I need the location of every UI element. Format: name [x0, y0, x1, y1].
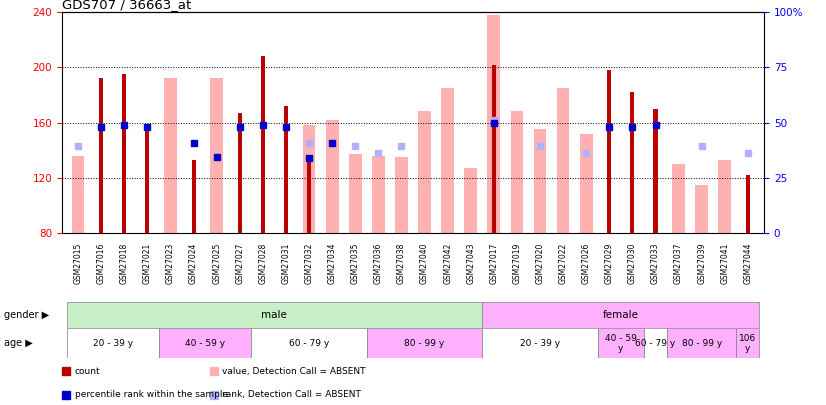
Text: rank, Detection Call = ABSENT: rank, Detection Call = ABSENT [222, 390, 361, 399]
Bar [441, 88, 454, 233]
Text: 106
y: 106 y [739, 334, 757, 353]
Bar [164, 79, 177, 233]
Bar [557, 88, 569, 233]
Bar [464, 168, 477, 233]
Bar [418, 111, 431, 233]
Text: count: count [74, 367, 100, 376]
Bar [510, 111, 524, 233]
Text: 40 - 59 y: 40 - 59 y [185, 339, 225, 348]
Bar [192, 160, 196, 233]
Bar [67, 302, 482, 328]
Bar [72, 156, 84, 233]
Text: age ▶: age ▶ [4, 338, 33, 348]
Bar [491, 64, 496, 233]
Bar [99, 79, 103, 233]
Bar [395, 157, 408, 233]
Bar [534, 130, 546, 233]
Bar [667, 328, 736, 358]
Bar [367, 328, 482, 358]
Bar [487, 15, 501, 233]
Bar [307, 158, 311, 233]
Bar [349, 154, 362, 233]
Text: GDS707 / 36663_at: GDS707 / 36663_at [62, 0, 191, 11]
Bar [302, 125, 316, 233]
Bar [746, 175, 750, 233]
Bar [482, 328, 598, 358]
Bar [719, 160, 731, 233]
Bar [251, 328, 367, 358]
Text: 80 - 99 y: 80 - 99 y [405, 339, 444, 348]
Bar [284, 106, 288, 233]
Text: 40 - 59
y: 40 - 59 y [605, 334, 637, 353]
Bar [325, 120, 339, 233]
Bar [607, 70, 611, 233]
Bar [67, 328, 159, 358]
Text: 20 - 39 y: 20 - 39 y [93, 339, 133, 348]
Text: 20 - 39 y: 20 - 39 y [520, 339, 560, 348]
Bar [238, 113, 242, 233]
Text: 60 - 79 y: 60 - 79 y [289, 339, 330, 348]
Text: 60 - 79 y: 60 - 79 y [635, 339, 676, 348]
Bar [598, 328, 644, 358]
Bar [736, 328, 759, 358]
Text: male: male [262, 310, 287, 320]
Bar [211, 79, 223, 233]
Bar [145, 127, 150, 233]
Text: gender ▶: gender ▶ [4, 310, 50, 320]
Text: percentile rank within the sample: percentile rank within the sample [74, 390, 228, 399]
Bar [672, 164, 685, 233]
Bar [122, 74, 126, 233]
Text: 80 - 99 y: 80 - 99 y [681, 339, 722, 348]
Text: value, Detection Call = ABSENT: value, Detection Call = ABSENT [222, 367, 366, 376]
Bar [644, 328, 667, 358]
Bar [695, 185, 708, 233]
Bar [159, 328, 251, 358]
Bar [372, 156, 385, 233]
Bar [630, 92, 634, 233]
Bar [580, 134, 592, 233]
Bar [482, 302, 759, 328]
Text: female: female [603, 310, 638, 320]
Bar [261, 56, 265, 233]
Bar [653, 109, 657, 233]
